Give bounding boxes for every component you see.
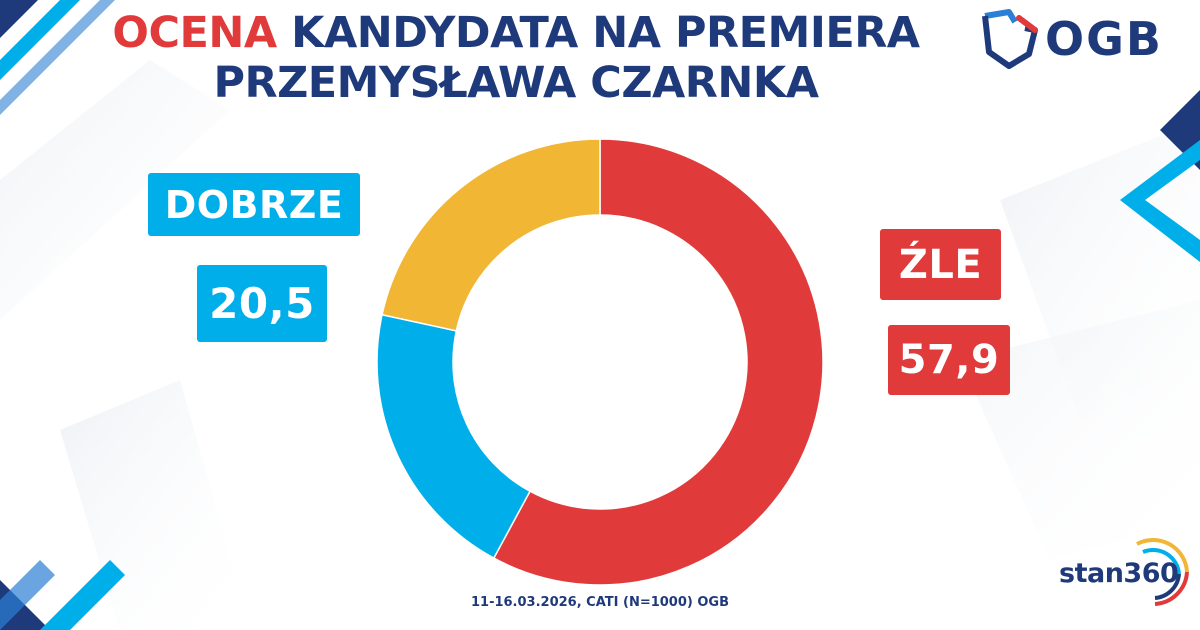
title-line-1: OCENA KANDYDATA NA PREMIERA — [66, 8, 966, 58]
donut-slice-1 — [492, 138, 824, 586]
ogb-logo: OGB — [975, 8, 1175, 72]
footnote: 11-16.03.2026, CATI (N=1000) OGB — [470, 595, 729, 610]
title-accent: OCENA — [112, 8, 277, 58]
bad-value: 57,9 — [888, 325, 1010, 395]
good-value: 20,5 — [197, 265, 327, 342]
ogb-shield-icon — [982, 9, 1038, 69]
title-line-2: PRZEMYSŁAWA CZARNKA — [213, 58, 820, 108]
stan360-logo-text: stan360 — [1059, 558, 1179, 589]
bad-label: ŹLE — [880, 229, 1001, 300]
title-rest: KANDYDATA NA PREMIERA — [276, 8, 920, 58]
donut-chart — [376, 138, 824, 586]
donut-slice-2 — [376, 313, 532, 560]
ogb-logo-text: OGB — [1045, 12, 1163, 66]
stan360-rings-icon — [1136, 538, 1189, 606]
stan360-logo: stan360 — [1055, 528, 1195, 608]
good-label: DOBRZE — [148, 173, 360, 236]
page-title: OCENA KANDYDATA NA PREMIERA PRZEMYSŁAWA … — [66, 8, 966, 108]
donut-slice-3 — [381, 138, 601, 332]
